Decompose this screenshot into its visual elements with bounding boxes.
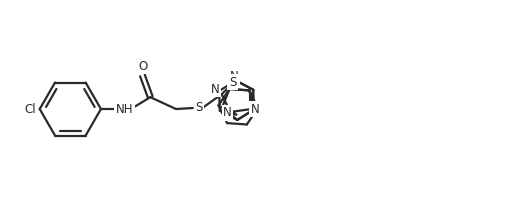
- Text: O: O: [139, 60, 148, 73]
- Text: N: N: [230, 70, 238, 83]
- Text: S: S: [229, 76, 236, 89]
- Text: N: N: [211, 82, 219, 95]
- Text: NH: NH: [116, 103, 134, 116]
- Text: N: N: [223, 107, 232, 120]
- Text: N: N: [250, 103, 259, 116]
- Text: S: S: [195, 101, 202, 114]
- Text: Cl: Cl: [24, 103, 36, 116]
